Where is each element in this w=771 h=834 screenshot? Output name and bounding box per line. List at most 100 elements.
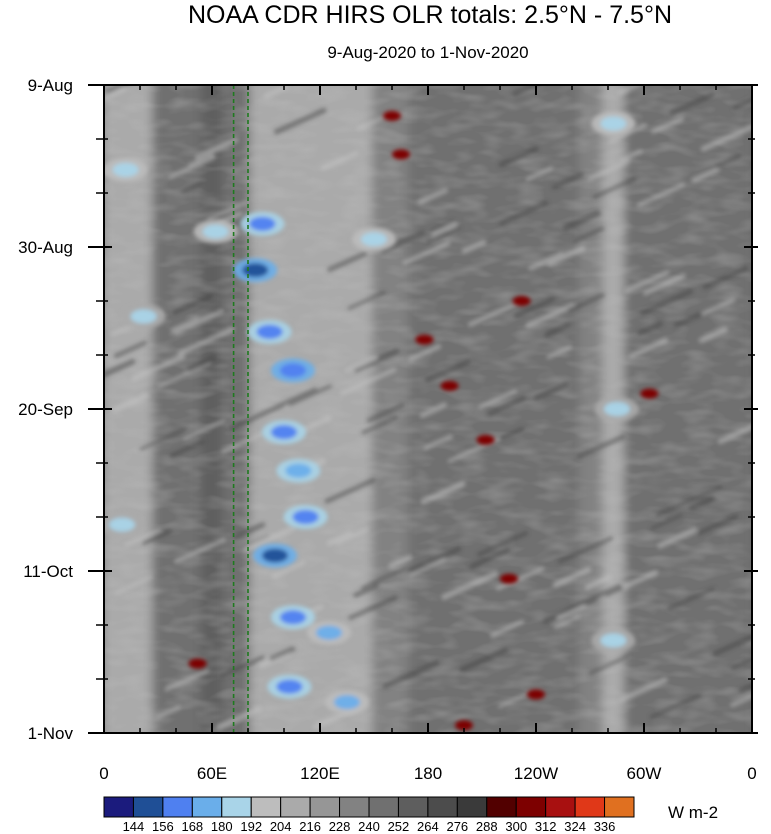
warm-feature (455, 720, 473, 731)
colorbar-label: 168 (181, 819, 203, 834)
streak (382, 659, 440, 689)
warm-feature (392, 149, 410, 160)
streak (104, 358, 136, 378)
colorbar: 144 156 168 180 192 204 216 228 240 252 264 276 288 3… (103, 796, 635, 834)
convective-feature (109, 517, 135, 532)
warm-feature (188, 658, 207, 669)
olr-features (104, 110, 659, 731)
streak (714, 153, 742, 169)
streak (141, 528, 173, 545)
streak (361, 566, 408, 590)
streak (636, 183, 685, 207)
colorbar-label: 324 (564, 819, 586, 834)
colorbar-label: 276 (446, 819, 468, 834)
streak (461, 239, 487, 254)
x-tick-label: 0 (99, 764, 108, 783)
streak (131, 353, 186, 382)
colorbar-box (486, 796, 517, 818)
convective-feature (276, 679, 303, 694)
streak (169, 439, 206, 458)
convective-feature (316, 625, 342, 640)
streak (345, 355, 378, 373)
streak (417, 188, 449, 205)
warm-feature (415, 334, 434, 345)
streak (425, 225, 461, 244)
convective-feature (600, 633, 627, 648)
convective-feature (271, 425, 297, 440)
colorbar-box (604, 796, 635, 818)
streak (174, 309, 225, 335)
warm-feature (383, 110, 401, 121)
colorbar-box (545, 796, 576, 818)
streak (402, 240, 451, 265)
streak (730, 657, 752, 671)
streak (112, 392, 149, 413)
x-tick-label: 120W (514, 764, 558, 783)
streak (557, 604, 586, 620)
streak (701, 297, 736, 316)
streak (420, 480, 466, 505)
streak (702, 266, 749, 290)
streak (430, 219, 456, 234)
warm-feature (512, 296, 531, 306)
colorbar-label: 336 (594, 819, 616, 834)
westward-streaks (104, 85, 752, 731)
x-tick-label: 60W (627, 764, 662, 783)
streak (490, 619, 525, 638)
streak (155, 705, 182, 720)
streak (459, 647, 509, 673)
streak (271, 560, 306, 578)
colorbar-label: 264 (417, 819, 439, 834)
warm-feature (500, 573, 518, 584)
streak-group (104, 85, 752, 731)
streak (168, 155, 216, 180)
streak (356, 113, 390, 131)
colorbar-box (132, 796, 164, 818)
convective-feature (280, 363, 306, 378)
streak (441, 570, 499, 600)
streak (424, 359, 472, 383)
colorbar-label: 216 (299, 819, 321, 834)
convective-feature (600, 116, 627, 131)
convective-feature (292, 510, 319, 524)
streak (164, 669, 210, 692)
streak (477, 531, 529, 557)
colorbar-label: 180 (211, 819, 233, 834)
streak (592, 176, 637, 199)
streak (288, 384, 333, 406)
streak (207, 200, 248, 221)
streak (512, 85, 541, 97)
streak (542, 596, 597, 624)
chart-subtitle: 9-Aug-2020 to 1-Nov-2020 (327, 43, 528, 62)
streak (700, 124, 752, 152)
streak (562, 210, 602, 231)
warm-feature (640, 388, 659, 399)
colorbar-label: 204 (270, 819, 292, 834)
colorbar-box (368, 796, 399, 818)
convective-feature (256, 324, 283, 339)
y-axis: 9-Aug 30-Aug 20-Sep 11-Oct 1-Nov (18, 76, 758, 743)
streak (619, 677, 668, 702)
streak (299, 415, 332, 433)
streak (498, 691, 531, 708)
streak (229, 402, 285, 431)
convective-feature (280, 610, 306, 625)
streak (194, 137, 239, 160)
streak (353, 348, 400, 373)
colorbar-box (103, 796, 134, 818)
streak (388, 554, 413, 569)
colorbar-label: 156 (152, 819, 174, 834)
streak (717, 423, 752, 445)
x-tick-label: 60E (197, 764, 227, 783)
streak (335, 527, 369, 546)
streak (407, 546, 462, 574)
streak (348, 595, 398, 621)
colorbar-box (162, 796, 193, 818)
colorbar-box (427, 796, 458, 818)
streak (181, 181, 203, 194)
streak (216, 706, 262, 731)
feature-group (104, 110, 659, 731)
streak (513, 296, 556, 319)
colorbar-label: 192 (240, 819, 262, 834)
streak (487, 396, 526, 416)
